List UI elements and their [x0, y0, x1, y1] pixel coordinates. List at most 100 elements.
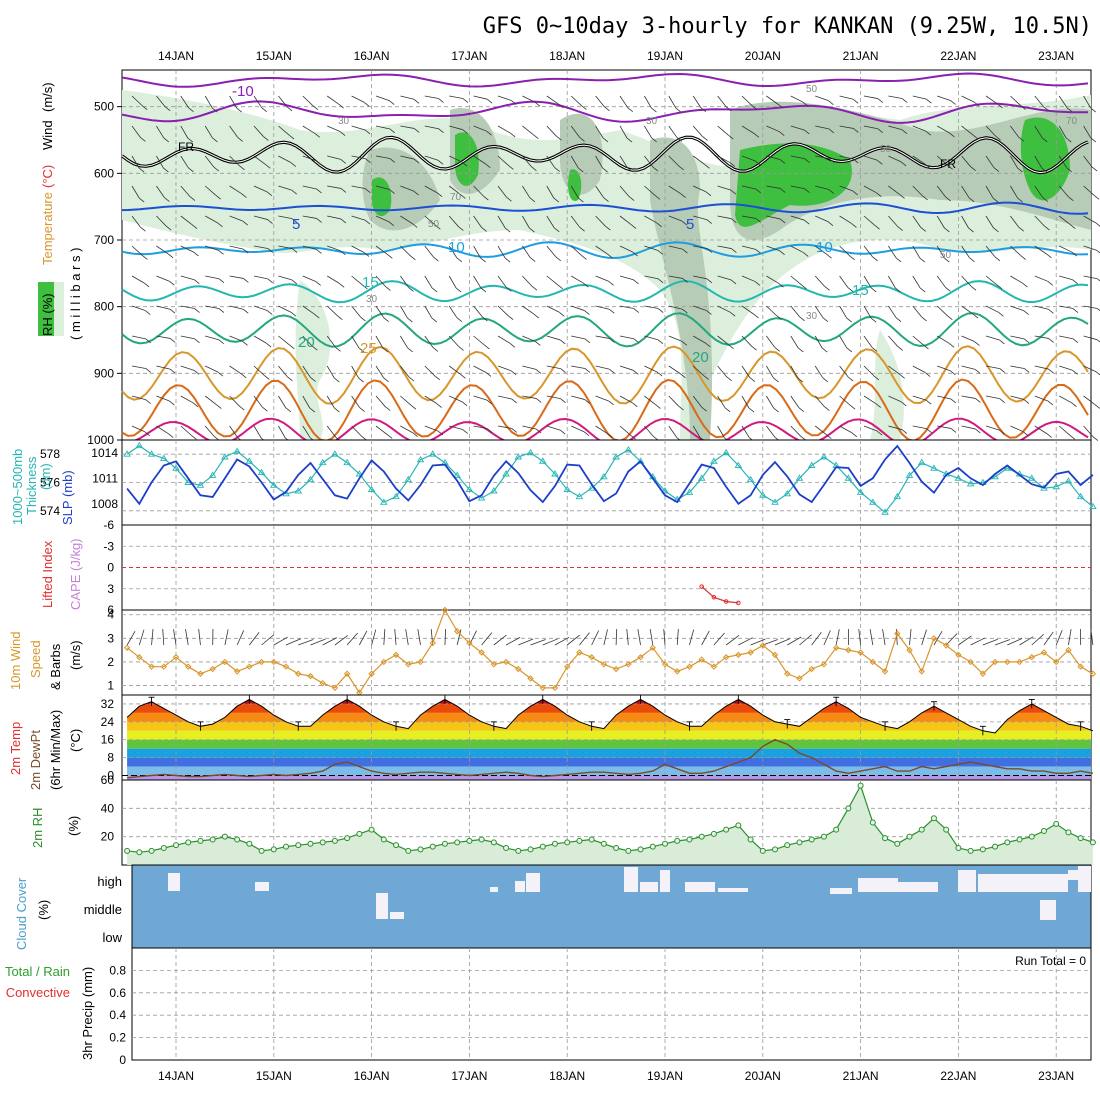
wind-barb — [912, 425, 927, 430]
wind10m-barb — [1055, 630, 1063, 646]
wind-barb — [473, 395, 488, 401]
date-label-top: 18JAN — [549, 49, 585, 63]
wind-barb — [229, 215, 243, 222]
wind-barb-flag — [751, 105, 758, 111]
wind-barb — [936, 335, 950, 344]
wind-barb — [1083, 395, 1095, 405]
wind-barb — [570, 245, 582, 256]
wind-barb — [546, 305, 560, 313]
rh2m-point — [148, 847, 155, 854]
thickness-point — [331, 450, 339, 457]
wind-barb-flag — [603, 197, 609, 202]
upper-wind-barbs — [131, 95, 1100, 443]
wind-speed-point — [845, 646, 852, 654]
wind-barb — [839, 125, 854, 129]
wind-barb-flag — [999, 429, 1005, 435]
wind-barb-flag — [583, 431, 590, 437]
wind-barb-flag — [290, 162, 297, 167]
wind-barb — [400, 155, 415, 160]
wind-barb — [863, 365, 875, 377]
wind-barb — [644, 305, 659, 309]
cloud-level-high: high — [97, 874, 122, 889]
wind-barb-flag — [267, 219, 273, 224]
rh2m-point — [796, 839, 803, 846]
temperature-contour — [121, 312, 1089, 348]
wind10m-barb — [493, 634, 507, 646]
wind-barb-flag — [999, 339, 1005, 345]
wind-barb-flag — [777, 103, 784, 109]
wind-barb — [1034, 425, 1047, 434]
wind-barb — [692, 395, 702, 408]
wind-barb-flag — [822, 377, 829, 383]
temp2m-unit: (°C) — [68, 729, 83, 752]
wind-barb — [1034, 365, 1049, 370]
rh2m-point — [918, 826, 925, 833]
wind-barb — [326, 305, 338, 316]
rh2m-point — [124, 847, 131, 854]
wind-barb — [327, 185, 342, 189]
wind-barb-flag — [217, 222, 223, 228]
wind-barb-flag — [140, 136, 146, 142]
rh2m-point — [845, 805, 852, 812]
precip-tick-label: 0.4 — [109, 1008, 126, 1022]
wind-barb — [131, 125, 141, 138]
wind-barb-flag — [731, 218, 737, 223]
label-rh30: 30 — [338, 116, 350, 127]
rh2m-point — [820, 833, 827, 840]
wind-barb — [692, 95, 702, 108]
wind-barb — [1058, 425, 1071, 436]
wind-barb-flag — [1069, 434, 1076, 440]
wind-barb-flag — [188, 107, 194, 112]
wind-barb — [229, 185, 242, 194]
wind-tick-label: 1 — [107, 679, 114, 693]
wind-barb-flag — [682, 308, 688, 314]
wind-barb-flag — [630, 224, 637, 229]
wind-barb — [1083, 185, 1095, 196]
thickness-point — [172, 464, 180, 471]
wind-barb-flag — [826, 253, 832, 259]
date-label-bottom: 18JAN — [549, 1069, 585, 1083]
wind-barb-flag — [510, 370, 517, 376]
rh2m-point — [808, 836, 815, 843]
wind-barb-flag — [389, 128, 395, 134]
wind10m-barb — [750, 638, 766, 646]
wind-barb-flag — [456, 317, 463, 323]
wind-barb — [717, 335, 729, 346]
temp-tick-label: 0 — [107, 769, 114, 783]
rh2m-point — [551, 840, 558, 847]
wind-barb — [912, 275, 921, 289]
date-label-top: 19JAN — [647, 49, 683, 63]
wind-barb — [766, 395, 774, 409]
wind-barb-flag — [800, 435, 806, 441]
wind-barb — [961, 245, 970, 258]
wind-barb — [204, 395, 217, 405]
wind10m-barb — [394, 629, 397, 646]
wind-barb — [619, 425, 631, 436]
wind-barb-flag — [970, 285, 977, 291]
wind-barb — [863, 335, 873, 348]
cloud-clear-block — [255, 882, 269, 891]
wind-barb-flag — [1041, 137, 1048, 143]
wind-barb-flag — [947, 315, 953, 321]
wind-barb-flag — [728, 134, 734, 140]
date-label-bottom: 15JAN — [256, 1069, 292, 1083]
wind10m-ticks: 1 2 3 4 — [107, 608, 114, 693]
rh2m-point — [576, 837, 583, 844]
wind-barb — [351, 155, 366, 159]
wind-barb-flag — [194, 279, 200, 285]
rh2m-point — [955, 845, 962, 851]
wind-barb-flag — [145, 399, 151, 404]
wind-barb — [766, 215, 781, 220]
thickness-point — [966, 480, 975, 487]
wind-barb-flag — [704, 164, 710, 169]
rh2m-point — [185, 839, 192, 846]
wind-barb — [1059, 245, 1072, 253]
wind-barb-flag — [335, 346, 341, 352]
wind-barb — [839, 365, 849, 378]
wind10m-barb — [162, 629, 165, 646]
wind-barb-flag — [751, 345, 757, 351]
temperature-contour — [121, 279, 1089, 304]
wind-barb — [814, 275, 825, 287]
wind-barb-flag — [262, 406, 268, 412]
wind-barb — [668, 185, 681, 194]
